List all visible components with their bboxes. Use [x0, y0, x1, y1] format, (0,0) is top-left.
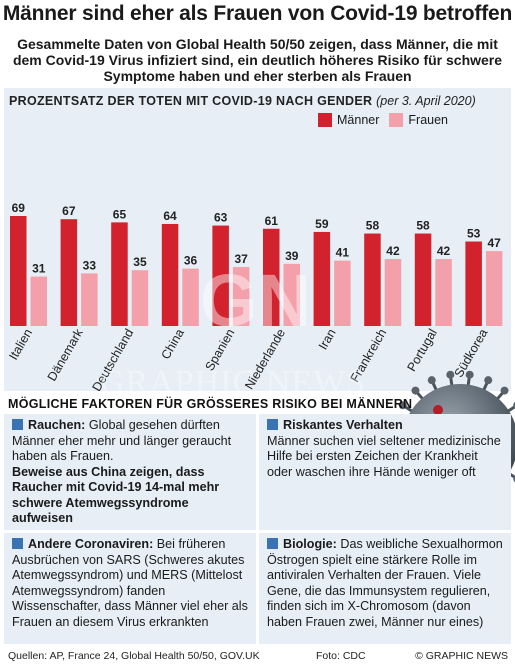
data-label-maenner-9: 53 [467, 227, 481, 241]
category-label-2: Deutschland [89, 326, 136, 391]
legend-swatch-maenner [318, 113, 332, 127]
page-title: Männer sind eher als Frauen von Covid-19… [2, 2, 513, 25]
data-label-maenner-3: 64 [163, 209, 177, 223]
factors-title: MÖGLICHE FAKTOREN FÜR GRÖSSERES RISIKO B… [8, 397, 413, 411]
chart-heading-date: (per 3. April 2020) [376, 94, 476, 108]
factor-coronaviren: Andere Coronaviren: Bei früheren Ausbrüc… [4, 533, 256, 644]
data-label-maenner-5: 61 [265, 214, 279, 228]
legend-item-frauen: Frauen [389, 113, 448, 127]
data-label-frauen-1: 33 [83, 258, 97, 272]
data-label-frauen-8: 42 [437, 244, 451, 258]
category-label-6: Iran [316, 326, 339, 352]
data-label-maenner-6: 59 [315, 217, 329, 231]
data-label-frauen-4: 37 [234, 252, 248, 266]
bar-frauen-1 [81, 273, 98, 326]
factor-text: Männer suchen viel seltener medizinische… [267, 433, 501, 479]
bullet-square-icon [267, 419, 278, 430]
bullet-square-icon [267, 538, 278, 549]
data-label-maenner-8: 58 [416, 219, 430, 233]
factor-head: Rauchen: [28, 418, 86, 432]
bar-chart: 69 31 Italien 67 33 Dänemark 65 35 Deutschland 64… [6, 201, 503, 391]
data-label-frauen-3: 36 [184, 254, 198, 268]
bar-maenner-1 [60, 219, 78, 326]
bar-frauen-5 [283, 263, 300, 326]
data-label-frauen-0: 31 [32, 262, 46, 276]
legend-item-maenner: Männer [318, 113, 379, 127]
legend-swatch-frauen [389, 113, 404, 127]
bullet-square-icon [12, 419, 23, 430]
footer-copyright: © GRAPHIC NEWS [415, 650, 508, 662]
factor-text: Das weibliche Sexualhormon Östrogen spie… [267, 537, 503, 629]
bar-frauen-8 [435, 259, 452, 326]
category-label-0: Italien [6, 326, 35, 362]
chart-panel: 69 31 Italien 67 33 Dänemark 65 35 Deutschland 64… [4, 88, 511, 391]
data-label-frauen-2: 35 [133, 255, 147, 269]
data-label-maenner-4: 63 [214, 211, 228, 225]
category-label-4: Spanien [202, 326, 237, 373]
chart-heading-text: PROZENTSATZ DER TOTEN MIT COVID-19 NACH … [9, 94, 373, 108]
page-subtitle: Gesammelte Daten von Global Health 50/50… [12, 36, 503, 84]
legend-label-maenner: Männer [337, 113, 380, 127]
bar-maenner-4 [212, 225, 229, 326]
factor-biologie: Biologie: Das weibliche Sexualhormon Öst… [259, 533, 511, 644]
factor-head: Biologie: [283, 537, 337, 551]
data-label-frauen-9: 47 [487, 236, 501, 250]
factor-head: Andere Coronaviren: [28, 537, 154, 551]
factor-head: Riskantes Verhalten [283, 418, 403, 432]
data-label-frauen-5: 39 [285, 249, 299, 263]
bar-frauen-0 [30, 276, 47, 326]
data-label-frauen-6: 41 [336, 246, 350, 260]
data-label-maenner-7: 58 [366, 219, 380, 233]
legend-label-frauen: Frauen [408, 113, 448, 127]
bar-maenner-8 [414, 233, 432, 326]
bar-maenner-5 [263, 228, 280, 326]
chart-legend: Männer Frauen [318, 113, 448, 127]
factor-text: Global gesehen dürften Männer eher mehr … [12, 418, 232, 463]
bullet-square-icon [12, 538, 23, 549]
bar-maenner-2 [111, 222, 128, 326]
data-label-maenner-2: 65 [113, 207, 127, 221]
bar-maenner-7 [364, 233, 381, 326]
bar-frauen-4 [232, 267, 250, 326]
footer-photo-credit: Foto: CDC [316, 650, 366, 662]
chart-heading: PROZENTSATZ DER TOTEN MIT COVID-19 NACH … [9, 94, 476, 108]
data-label-frauen-7: 42 [386, 244, 400, 258]
bar-maenner-9 [465, 241, 482, 326]
factor-verhalten: Riskantes Verhalten Männer suchen viel s… [259, 414, 511, 530]
category-label-3: China [158, 326, 186, 361]
bar-frauen-6 [334, 260, 351, 326]
data-label-maenner-1: 67 [62, 204, 76, 218]
factor-text: Bei früheren Ausbrüchen von SARS (Schwer… [12, 537, 248, 629]
category-label-5: Niederlande [242, 326, 288, 391]
category-label-1: Dänemark [45, 326, 86, 384]
bar-frauen-9 [485, 251, 503, 326]
data-label-maenner-0: 69 [12, 201, 26, 215]
bar-frauen-2 [131, 270, 149, 326]
bar-maenner-6 [313, 231, 331, 326]
bar-maenner-3 [161, 223, 179, 326]
footer: Quellen: AP, France 24, Global Health 50… [8, 650, 508, 662]
bar-frauen-7 [384, 259, 402, 326]
factor-strong: Beweise aus China zeigen, dass Raucher m… [12, 464, 220, 526]
bar-frauen-3 [182, 268, 199, 326]
factor-rauchen: Rauchen: Global gesehen dürften Männer e… [4, 414, 256, 530]
footer-sources: Quellen: AP, France 24, Global Health 50… [8, 650, 260, 662]
bar-maenner-0 [10, 216, 27, 326]
